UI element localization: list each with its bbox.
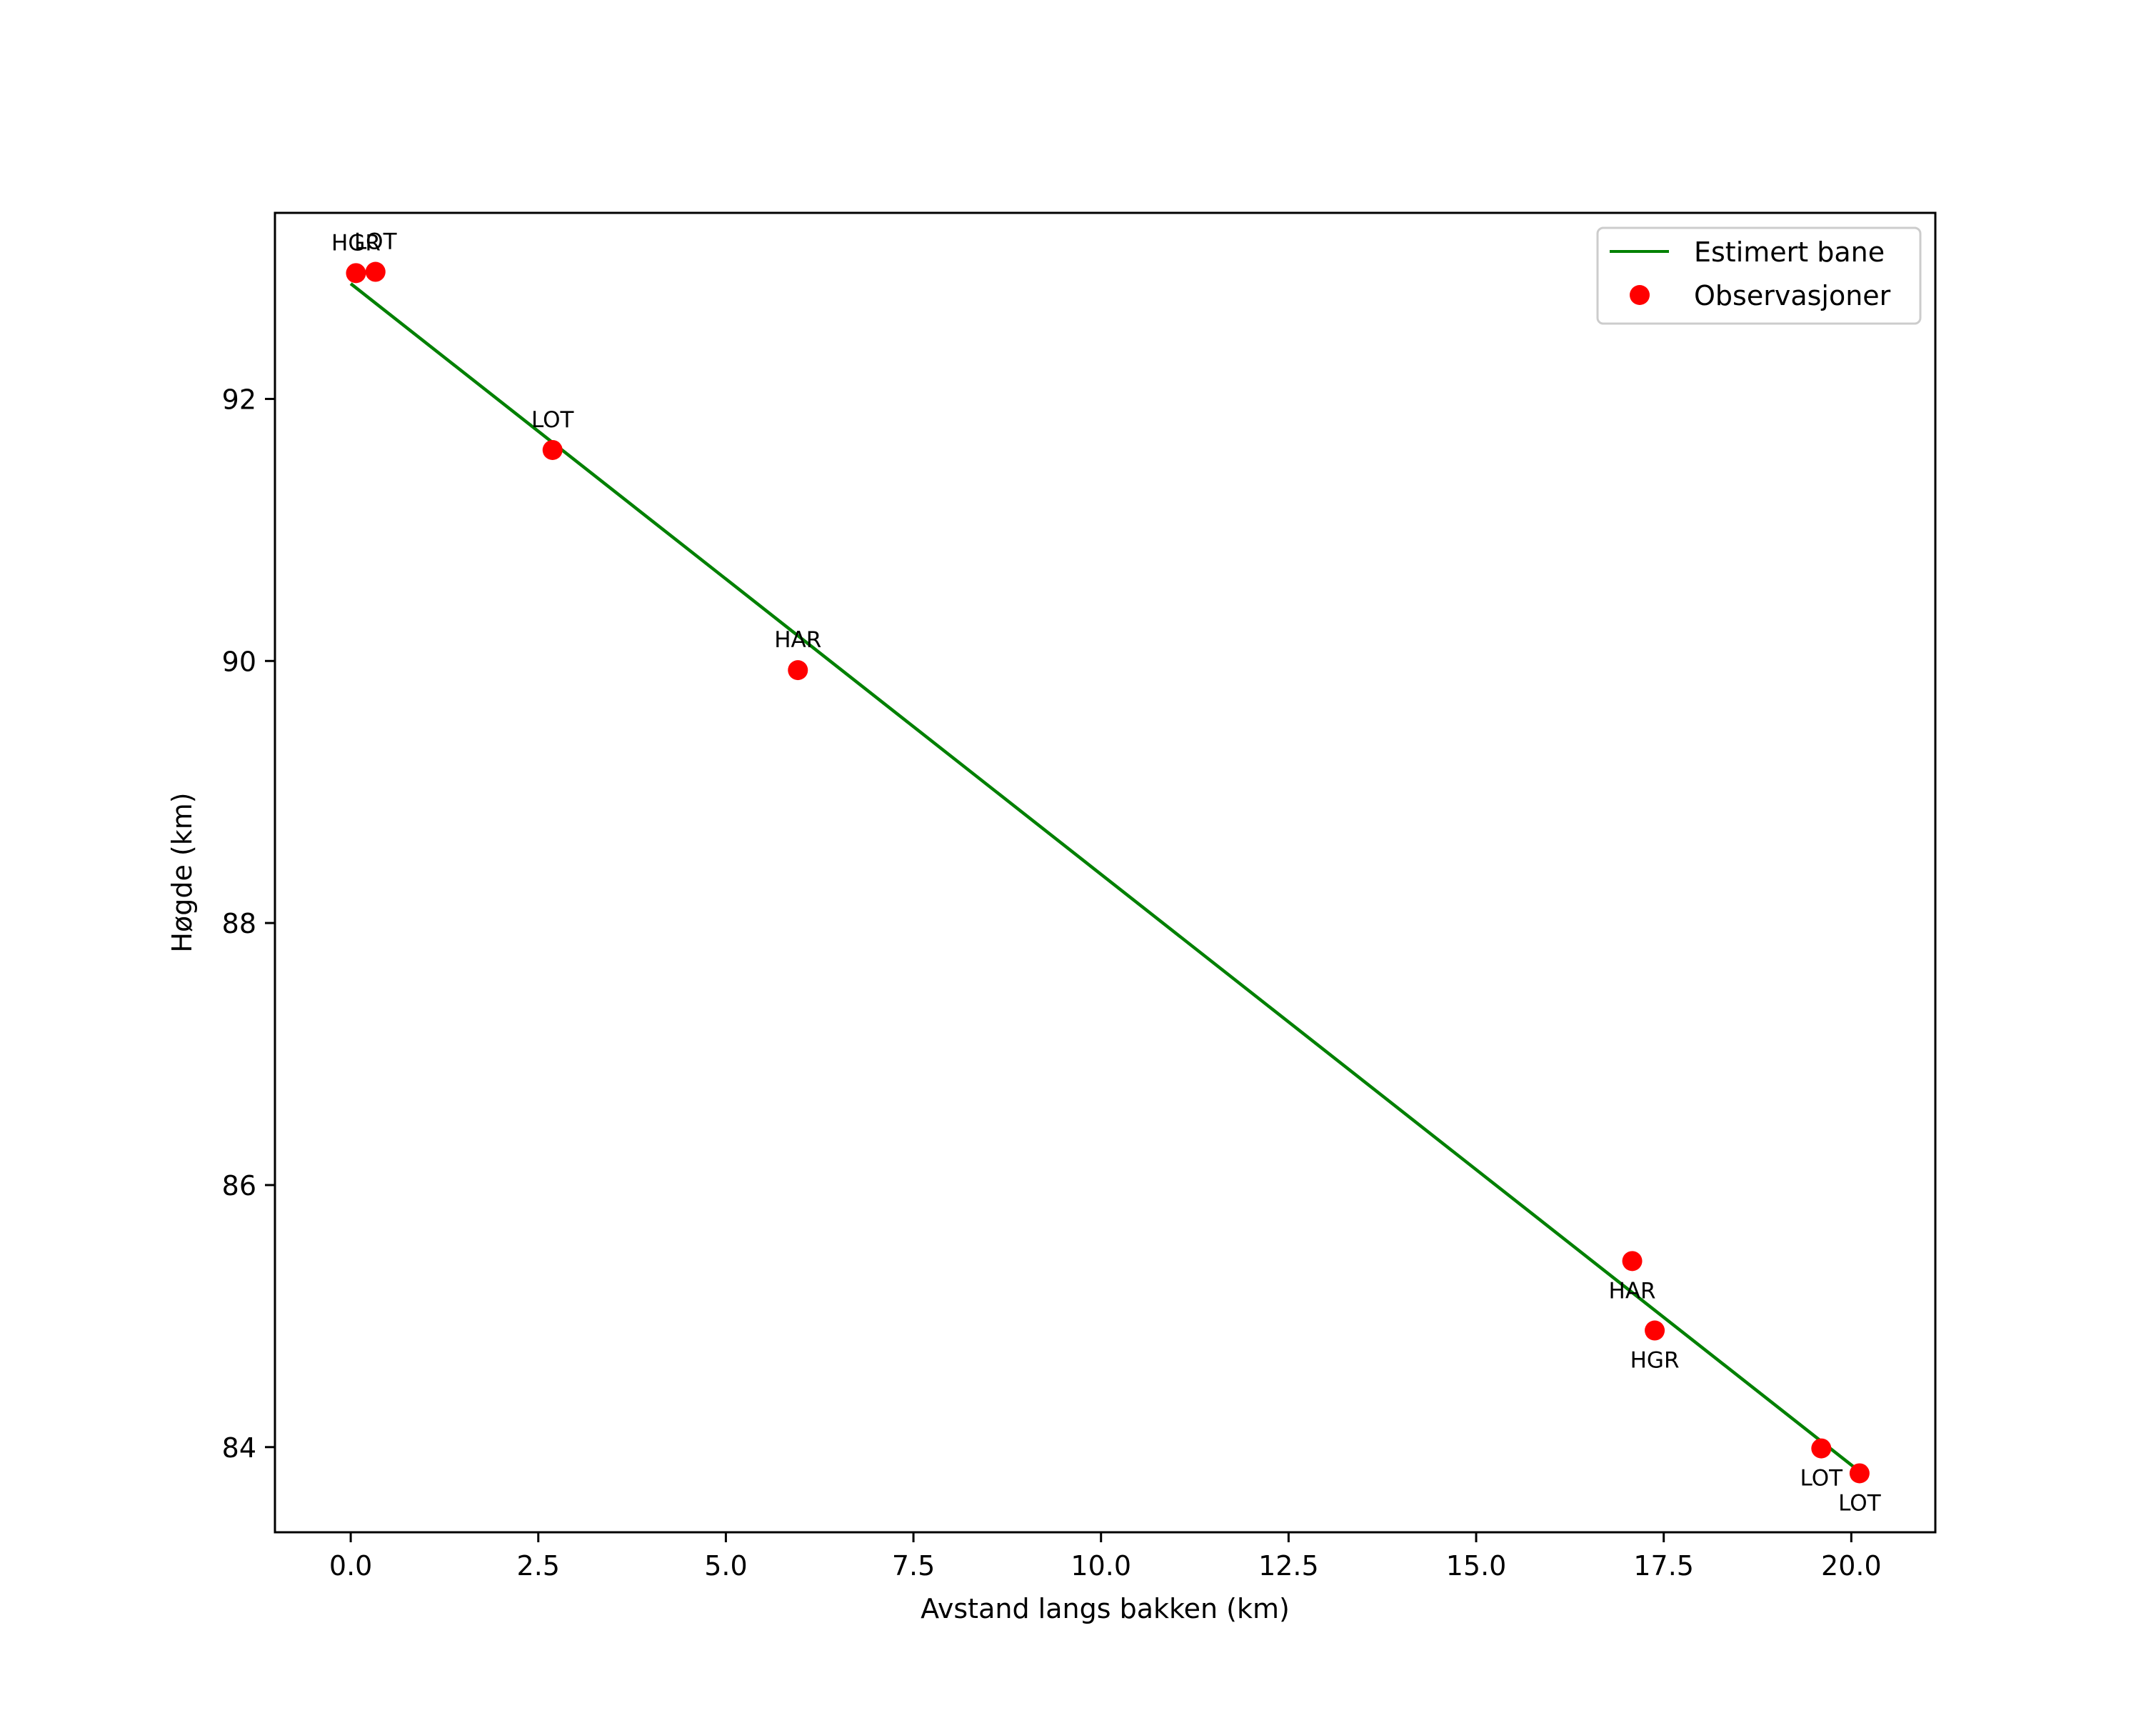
station-label: LOT <box>531 407 575 433</box>
y-axis-label: Høgde (km) <box>166 792 198 952</box>
y-tick-label: 88 <box>222 908 256 939</box>
observation-marker <box>542 439 563 460</box>
legend: Estimert bane Observasjoner <box>1596 226 1922 325</box>
x-tick-label: 17.5 <box>1633 1550 1694 1582</box>
y-tick-label: 86 <box>222 1170 256 1202</box>
x-tick-label: 5.0 <box>704 1550 747 1582</box>
y-tick-label: 90 <box>222 646 256 677</box>
estimated-trajectory-line <box>349 282 1855 1469</box>
x-tick-label: 2.5 <box>517 1550 560 1582</box>
legend-dot-icon <box>1630 285 1650 305</box>
x-axis-label: Avstand langs bakken (km) <box>921 1593 1290 1624</box>
observation-marker <box>788 660 808 681</box>
legend-label-estimated: Estimert bane <box>1694 236 1885 268</box>
observation-marker <box>1622 1251 1643 1272</box>
x-tick-label: 20.0 <box>1821 1550 1882 1582</box>
y-tick-label: 92 <box>222 384 256 415</box>
station-label: HGR <box>1630 1348 1680 1374</box>
observation-marker <box>1645 1320 1665 1341</box>
x-tick-label: 0.0 <box>329 1550 372 1582</box>
station-label: LOT <box>1838 1490 1882 1516</box>
observation-marker <box>346 263 366 284</box>
y-axis-ticks: 84 86 88 90 92 <box>222 384 275 1464</box>
observation-marker <box>1849 1463 1870 1484</box>
station-label: LOT <box>1800 1466 1844 1492</box>
station-label: HGR <box>331 230 381 256</box>
legend-box <box>1596 226 1922 325</box>
observation-marker <box>1811 1438 1832 1459</box>
x-tick-label: 7.5 <box>892 1550 935 1582</box>
station-label: HAR <box>774 627 821 653</box>
x-axis-ticks: 0.0 2.5 5.0 7.5 10.0 12.5 15.0 17.5 20.0 <box>329 1532 1882 1582</box>
x-tick-label: 12.5 <box>1258 1550 1319 1582</box>
y-tick-label: 84 <box>222 1432 256 1464</box>
station-label: LOT <box>354 229 398 255</box>
observation-points <box>346 261 1870 1484</box>
observation-marker <box>365 261 386 282</box>
legend-label-observations: Observasjoner <box>1694 280 1891 311</box>
x-tick-label: 10.0 <box>1071 1550 1131 1582</box>
trajectory-line <box>349 282 1855 1469</box>
axes-frame <box>274 211 1937 1534</box>
station-label: HAR <box>1609 1278 1656 1304</box>
x-tick-label: 15.0 <box>1446 1550 1507 1582</box>
